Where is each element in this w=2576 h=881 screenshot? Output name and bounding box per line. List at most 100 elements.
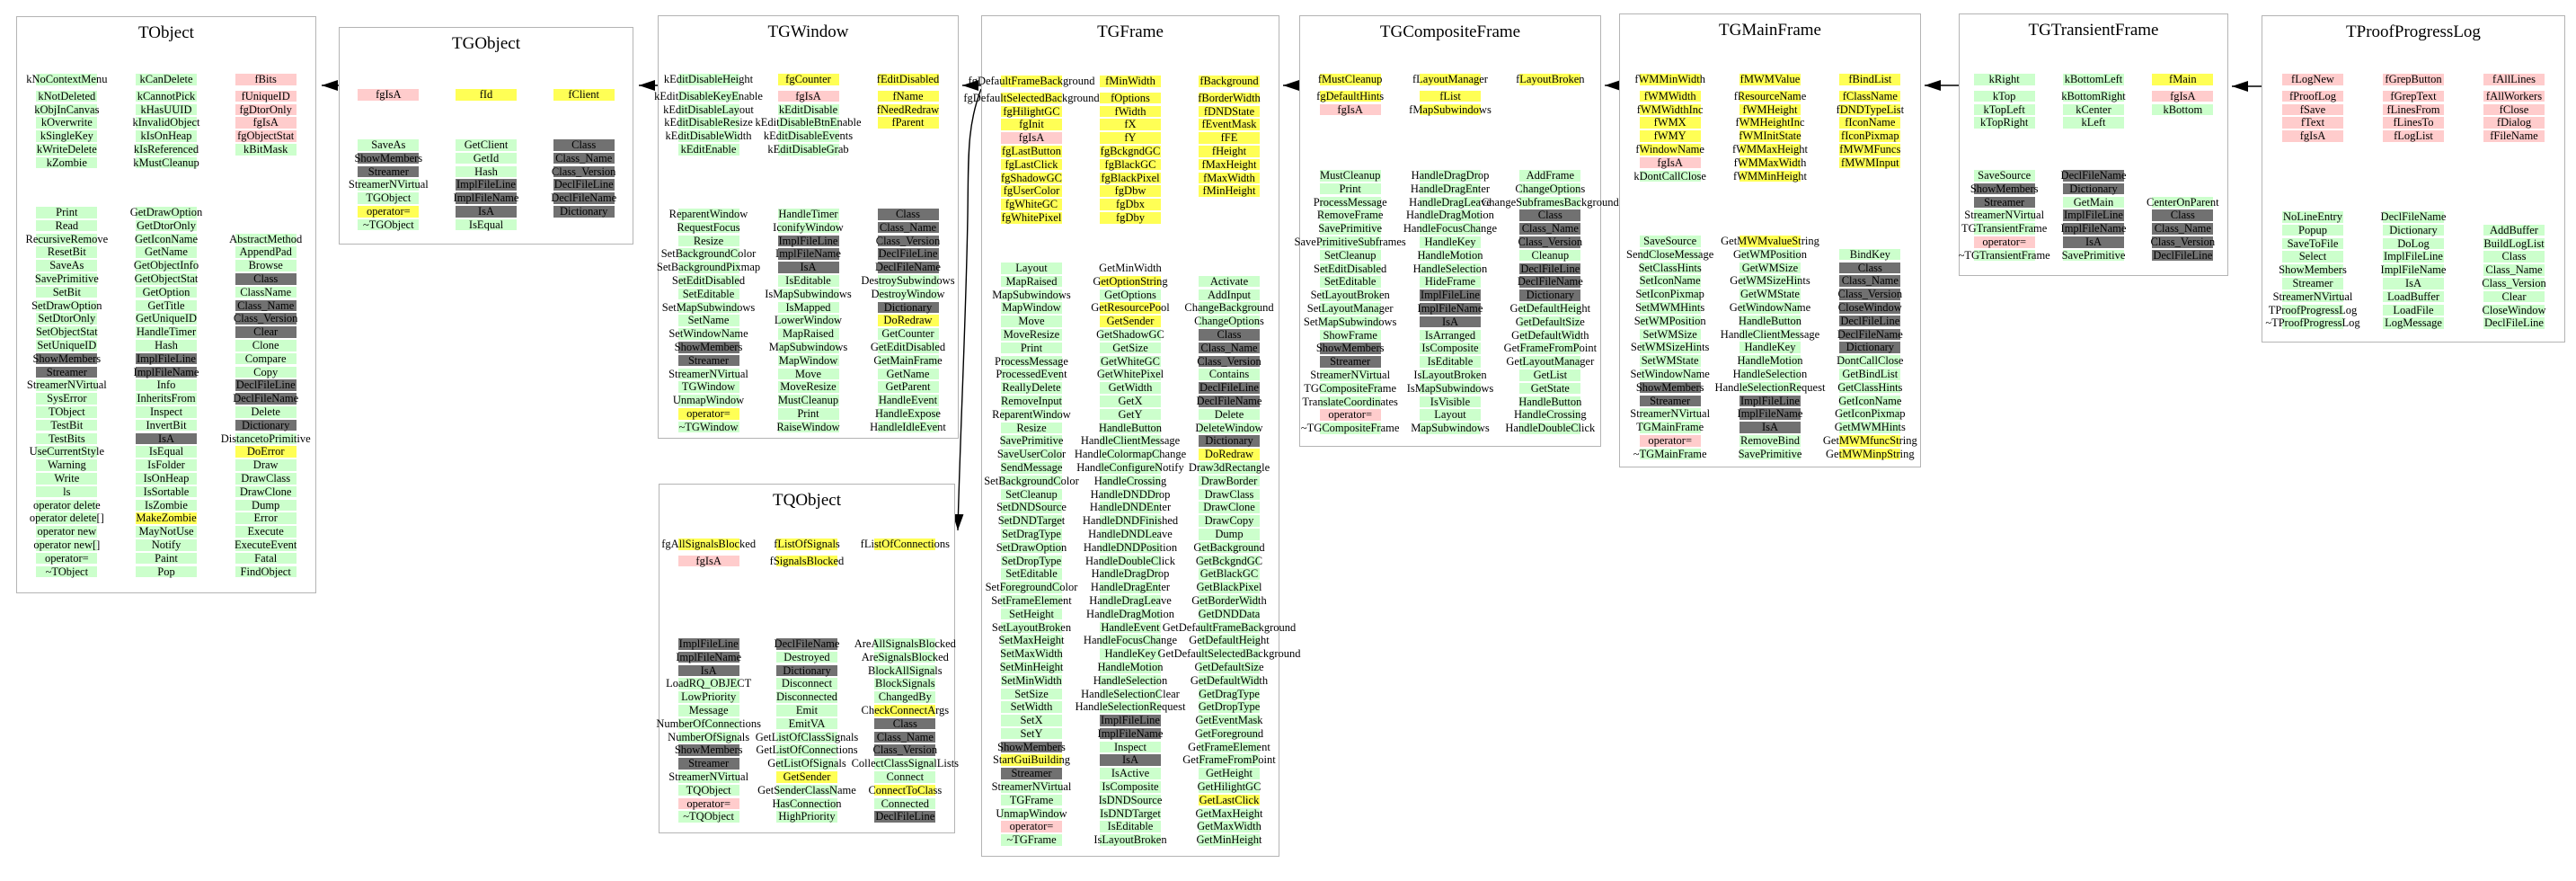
member-fgdbx[interactable]: fgDbx (1081, 198, 1180, 211)
member-tgwindow[interactable]: TGWindow (659, 380, 758, 394)
member-class[interactable]: Class (1500, 209, 1600, 222)
member-feventmask[interactable]: fEventMask (1180, 118, 1279, 131)
member-getblackgc[interactable]: GetBlackGC (1180, 567, 1279, 581)
member-declfilename[interactable]: DeclFileName (1820, 328, 1920, 342)
class-title-tgframe[interactable]: TGFrame (1097, 22, 1164, 41)
member-recursiveremove[interactable]: RecursiveRemove (17, 233, 117, 246)
member-~tgtransientframe[interactable]: ~TGTransientFrame (1959, 249, 2050, 263)
member-showframe[interactable]: ShowFrame (1300, 329, 1400, 343)
member-fwmwidth[interactable]: fWMWidth (1620, 90, 1720, 103)
member-setmaxwidth[interactable]: SetMaxWidth (982, 647, 1081, 661)
member-savetofile[interactable]: SaveToFile (2262, 237, 2363, 251)
member-class-version[interactable]: Class_Version (2464, 277, 2564, 290)
member-class-version[interactable]: Class_Version (535, 165, 633, 179)
member-streamer[interactable]: Streamer (982, 767, 1081, 780)
member-tgtransientframe[interactable]: TGTransientFrame (1960, 222, 2049, 236)
member-isa[interactable]: IsA (2363, 277, 2464, 290)
member-processmessage[interactable]: ProcessMessage (1300, 196, 1400, 209)
member-fgwhitepixel[interactable]: fgWhitePixel (982, 211, 1081, 225)
member-kisreferenced[interactable]: kIsReferenced (117, 143, 217, 156)
member-kisonheap[interactable]: kIsOnHeap (117, 129, 217, 143)
member-blockallsignals[interactable]: BlockAllSignals (856, 664, 954, 678)
member-seteditdisabled[interactable]: SetEditDisabled (1300, 263, 1400, 276)
member-streamernvirtual[interactable]: StreamerNVirtual (1960, 209, 2049, 222)
member-fglastbutton[interactable]: fgLastButton (982, 145, 1081, 158)
member-tobject[interactable]: TObject (17, 405, 117, 419)
member-class-version[interactable]: Class_Version (1820, 288, 1920, 301)
member-fprooflog[interactable]: fProofLog (2262, 90, 2363, 103)
member-ismapsubwindows[interactable]: IsMapSubwindows (758, 288, 858, 301)
member-class-name[interactable]: Class_Name (2138, 222, 2227, 236)
member-logmessage[interactable]: LogMessage (2363, 316, 2464, 330)
member-handledoubleclick[interactable]: HandleDoubleClick (1081, 555, 1180, 568)
member-connect[interactable]: Connect (856, 770, 954, 784)
member-implfileline[interactable]: ImplFileLine (659, 637, 757, 651)
member-setx[interactable]: SetX (982, 714, 1081, 727)
class-title-tgtransientframe[interactable]: TGTransientFrame (2028, 21, 2159, 40)
member-getdnddata[interactable]: GetDNDData (1180, 608, 1279, 621)
member-fgreptext[interactable]: fGrepText (2363, 90, 2464, 103)
member-delete[interactable]: Delete (1180, 408, 1279, 422)
member-mustcleanup[interactable]: MustCleanup (1300, 169, 1400, 182)
member-fid[interactable]: fId (438, 88, 536, 102)
member-getbackground[interactable]: GetBackground (1180, 541, 1279, 555)
member-fminwidth[interactable]: fMinWidth (1081, 75, 1180, 88)
member-isvisible[interactable]: IsVisible (1400, 396, 1500, 409)
member-connecttoclass[interactable]: ConnectToClass (856, 784, 954, 797)
member-streamernvirtual[interactable]: StreamerNVirtual (659, 368, 758, 381)
member-operator-[interactable]: operator= (659, 407, 758, 421)
member-mapraised[interactable]: MapRaised (982, 275, 1081, 289)
member-streamernvirtual[interactable]: StreamerNVirtual (982, 780, 1081, 794)
member-getlistofsignals[interactable]: GetListOfSignals (757, 757, 855, 770)
member-handledndposition[interactable]: HandleDNDPosition (1081, 541, 1180, 555)
member-moveresize[interactable]: MoveResize (982, 328, 1081, 342)
member-kcandelete[interactable]: kCanDelete (117, 73, 217, 86)
member-fgdby[interactable]: fgDby (1081, 211, 1180, 225)
member-removeframe[interactable]: RemoveFrame (1300, 209, 1400, 222)
member-setwmstate[interactable]: SetWMState (1620, 354, 1720, 368)
member-implfileline[interactable]: ImplFileLine (1400, 289, 1500, 302)
member-fmwminput[interactable]: fMWMInput (1820, 156, 1920, 170)
member-setdrawoption[interactable]: SetDrawOption (17, 299, 117, 313)
member-dictionary[interactable]: Dictionary (216, 419, 315, 432)
member-getdefaultwidth[interactable]: GetDefaultWidth (1500, 329, 1600, 343)
member-iseditable[interactable]: IsEditable (758, 274, 858, 288)
member-iseditable[interactable]: IsEditable (1400, 355, 1500, 369)
member-numberofconnections[interactable]: NumberOfConnections (656, 717, 761, 731)
member-appendpad[interactable]: AppendPad (216, 245, 315, 259)
member-loadbuffer[interactable]: LoadBuffer (2363, 290, 2464, 304)
member-fwmx[interactable]: fWMX (1620, 116, 1720, 129)
member-fgusercolor[interactable]: fgUserColor (982, 184, 1081, 198)
member-getdefaultsize[interactable]: GetDefaultSize (1500, 316, 1600, 329)
member-ktop[interactable]: kTop (1960, 90, 2049, 103)
member-kbitmask[interactable]: kBitMask (216, 143, 315, 156)
member-ismapsubwindows[interactable]: IsMapSubwindows (1400, 382, 1500, 396)
member-showmembers[interactable]: ShowMembers (982, 741, 1081, 754)
member-getobjectstat[interactable]: GetObjectStat (117, 272, 217, 286)
member-saveprimitive[interactable]: SavePrimitive (2049, 249, 2138, 263)
member-setclasshints[interactable]: SetClassHints (1620, 262, 1720, 275)
member-setsize[interactable]: SetSize (982, 688, 1081, 701)
member-fheight[interactable]: fHeight (1180, 145, 1279, 158)
member-implfilename[interactable]: ImplFileName (438, 191, 536, 205)
member-~tgobject[interactable]: ~TGObject (340, 218, 438, 232)
member-getid[interactable]: GetId (438, 152, 536, 165)
member-declfilename[interactable]: DeclFileName (757, 637, 855, 651)
member-getbckgndgc[interactable]: GetBckgndGC (1180, 555, 1279, 568)
member-closewindow[interactable]: CloseWindow (2464, 304, 2564, 317)
member-showmembers[interactable]: ShowMembers (1300, 342, 1400, 355)
member-class-name[interactable]: Class_Name (535, 152, 633, 165)
member-~tgcompositeframe[interactable]: ~TGCompositeFrame (1300, 422, 1400, 435)
member-addbuffer[interactable]: AddBuffer (2464, 224, 2564, 237)
member-operator-[interactable]: operator= (1620, 434, 1720, 448)
member-testbits[interactable]: TestBits (17, 432, 117, 446)
member-fwmminheight[interactable]: fWMMinHeight (1720, 170, 1819, 183)
member-flinesfrom[interactable]: fLinesFrom (2363, 103, 2464, 117)
member-activate[interactable]: Activate (1180, 275, 1279, 289)
member-fgisa[interactable]: fgIsA (1620, 156, 1720, 170)
member-changesubframesbackground[interactable]: ChangeSubframesBackground (1482, 196, 1619, 209)
member-kzombie[interactable]: kZombie (17, 156, 117, 170)
member-destroywindow[interactable]: DestroyWindow (858, 288, 958, 301)
member-fgdbw[interactable]: fgDbw (1081, 184, 1180, 198)
member-isactive[interactable]: IsActive (1081, 767, 1180, 780)
